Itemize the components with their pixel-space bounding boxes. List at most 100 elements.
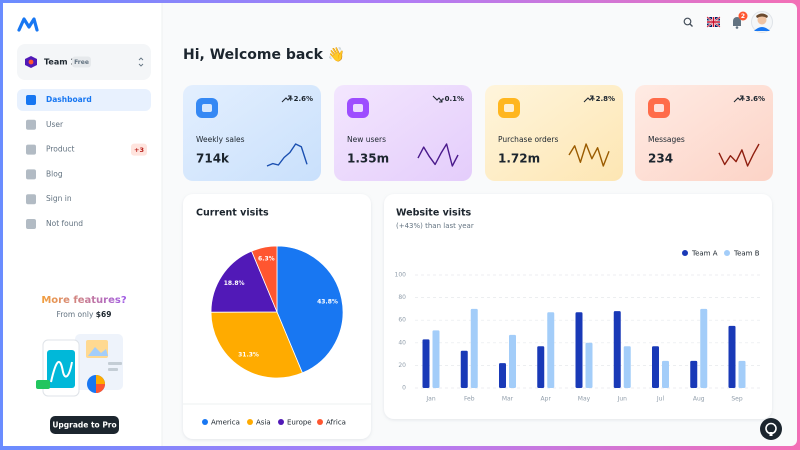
chevron — [138, 57, 144, 67]
promo-illustration — [36, 334, 123, 397]
card-icon-inner — [353, 104, 363, 112]
nav-item[interactable]: Dashboard — [17, 89, 151, 111]
nav-item[interactable]: Sign in — [26, 194, 72, 205]
legend-label: Team A — [691, 250, 718, 258]
nav-item[interactable]: Blog — [26, 169, 63, 180]
nav-label: Blog — [46, 169, 63, 178]
chart-title: Website visits — [396, 208, 471, 219]
illus-line — [50, 360, 73, 383]
y-tick-label: 60 — [398, 317, 406, 324]
nav-item[interactable]: Product +3 — [26, 143, 147, 156]
nav-item[interactable]: Not found — [26, 219, 83, 229]
nav-label: Sign in — [46, 194, 72, 203]
pie-slice — [276, 245, 344, 374]
search-icon — [683, 17, 692, 26]
bar — [585, 342, 593, 388]
github-bg — [760, 418, 782, 440]
pie-slice — [210, 250, 278, 313]
card-icon-inner — [504, 104, 514, 112]
slice-label: 18.8% — [224, 280, 245, 287]
card-title: New users — [347, 135, 386, 144]
y-tick-label: 40 — [398, 339, 406, 346]
button-bg — [50, 416, 119, 434]
chart-subtitle: (+43%) than last year — [396, 222, 474, 230]
summary-card: +2.8% Purchase orders 1.72m — [485, 85, 623, 181]
x-tick-label: Feb — [464, 396, 475, 403]
x-tick-label: Mar — [502, 396, 514, 403]
x-tick-label: Sep — [731, 396, 743, 403]
card-icon-inner — [654, 104, 664, 112]
upgrade-button[interactable]: Upgrade to Pro — [50, 416, 119, 434]
bar — [728, 325, 736, 388]
y-tick-label: 0 — [402, 385, 406, 392]
slice-label: 43.8% — [317, 298, 338, 305]
illus-mountain — [88, 347, 108, 356]
nav-label: Not found — [46, 219, 83, 228]
legend-label: Asia — [256, 419, 271, 427]
card-change: +2.8% — [590, 95, 615, 103]
nav-icon — [26, 144, 36, 155]
nav-active-bg — [17, 89, 151, 111]
badge — [738, 11, 748, 21]
promo-price-prefix: From only — [57, 310, 94, 319]
nav-badge: +3 — [134, 146, 144, 154]
notifications-button[interactable]: 2 — [733, 11, 748, 29]
promo-title: More features? — [41, 295, 126, 306]
illus-bar2 — [108, 368, 118, 371]
account-button[interactable] — [751, 11, 773, 33]
sparkline — [568, 143, 610, 167]
team-selector[interactable]: Team 1 Free — [17, 44, 151, 80]
illus-bar — [108, 362, 122, 365]
bar-card — [384, 194, 772, 419]
nav-item[interactable]: User — [26, 119, 64, 130]
legend-label: Africa — [326, 419, 346, 427]
bar-chart: Website visits (+43%) than last year 0 20 40… — [395, 208, 760, 403]
bar — [432, 330, 440, 388]
nav-label: Dashboard — [46, 95, 92, 104]
x-tick-label: Aug — [693, 396, 705, 403]
x-tick-label: May — [578, 396, 591, 403]
language-button[interactable] — [706, 16, 721, 28]
slice-label: 31.3% — [238, 351, 259, 358]
bar — [623, 346, 631, 388]
card-value: 1.72m — [498, 152, 540, 166]
y-tick-label: 80 — [398, 294, 406, 301]
summary-cards: +2.6% Weekly sales 714k -0.1% New users 1.35m… — [183, 85, 773, 181]
bar — [499, 363, 506, 388]
trend-arrow — [432, 95, 443, 103]
legend-label: Europe — [287, 419, 312, 427]
bar — [575, 312, 583, 388]
header-actions: 2 — [683, 11, 773, 33]
bar — [613, 311, 621, 388]
trend-arrow — [583, 95, 594, 103]
illus-chip — [36, 380, 50, 389]
illus-pie-slice — [96, 375, 105, 384]
card-change: +3.6% — [740, 95, 765, 103]
team-icon-dot — [28, 59, 34, 65]
legend-dot — [247, 419, 253, 425]
button-label: Upgrade to Pro — [52, 421, 116, 430]
team-name: Team 1 — [44, 58, 76, 67]
nav-icon — [26, 95, 36, 105]
github-button[interactable] — [760, 418, 782, 440]
avatar-face — [757, 15, 767, 25]
illus-screen — [47, 350, 75, 388]
legend-dot — [278, 419, 284, 425]
x-tick-label: Apr — [541, 396, 552, 403]
logo[interactable] — [17, 17, 39, 32]
legend-label: America — [211, 419, 240, 427]
legend-dot — [724, 250, 730, 256]
card-change: +2.6% — [288, 95, 313, 103]
promo-price: $69 — [96, 310, 112, 319]
legend-dot — [202, 419, 208, 425]
pie-slice — [251, 245, 278, 313]
bar — [547, 312, 555, 388]
x-tick-label: Jun — [617, 396, 628, 403]
card-icon-inner — [202, 104, 212, 112]
search-button[interactable] — [683, 17, 693, 27]
summary-card: +3.6% Messages 234 — [635, 85, 773, 181]
plan-chip — [72, 56, 91, 68]
x-tick-label: Jan — [425, 396, 435, 403]
